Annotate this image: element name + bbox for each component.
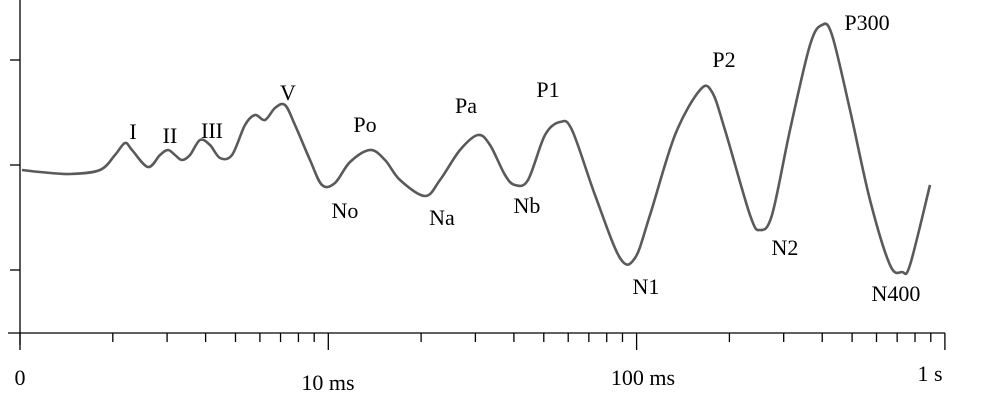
peak-label: N1 [633, 274, 660, 299]
x-label: 1 s [917, 361, 942, 386]
peak-label: P2 [712, 47, 735, 72]
peak-label: Na [429, 205, 455, 230]
peak-label: N400 [872, 281, 921, 306]
x-label: 0 [15, 365, 26, 390]
peak-label: N2 [772, 235, 799, 260]
x-labels: 0 10 ms 100 ms 1 s [15, 361, 943, 395]
peak-label: P300 [844, 10, 889, 35]
peak-labels: I II III V Po No Pa Na Nb P1 N1 P2 N2 P3… [129, 10, 920, 306]
axes [8, 0, 946, 350]
peak-label: V [280, 80, 296, 105]
peak-label: II [163, 123, 178, 148]
peak-label: III [201, 118, 223, 143]
peak-label: Nb [514, 193, 541, 218]
peak-label: P1 [536, 77, 559, 102]
x-ticks [19, 333, 946, 350]
x-label: 10 ms [301, 370, 354, 395]
x-label: 100 ms [611, 365, 675, 390]
waveform [21, 22, 932, 276]
peak-label: Po [353, 112, 376, 137]
peak-label: Pa [455, 93, 477, 118]
peak-label: I [129, 119, 136, 144]
peak-label: No [332, 198, 359, 223]
